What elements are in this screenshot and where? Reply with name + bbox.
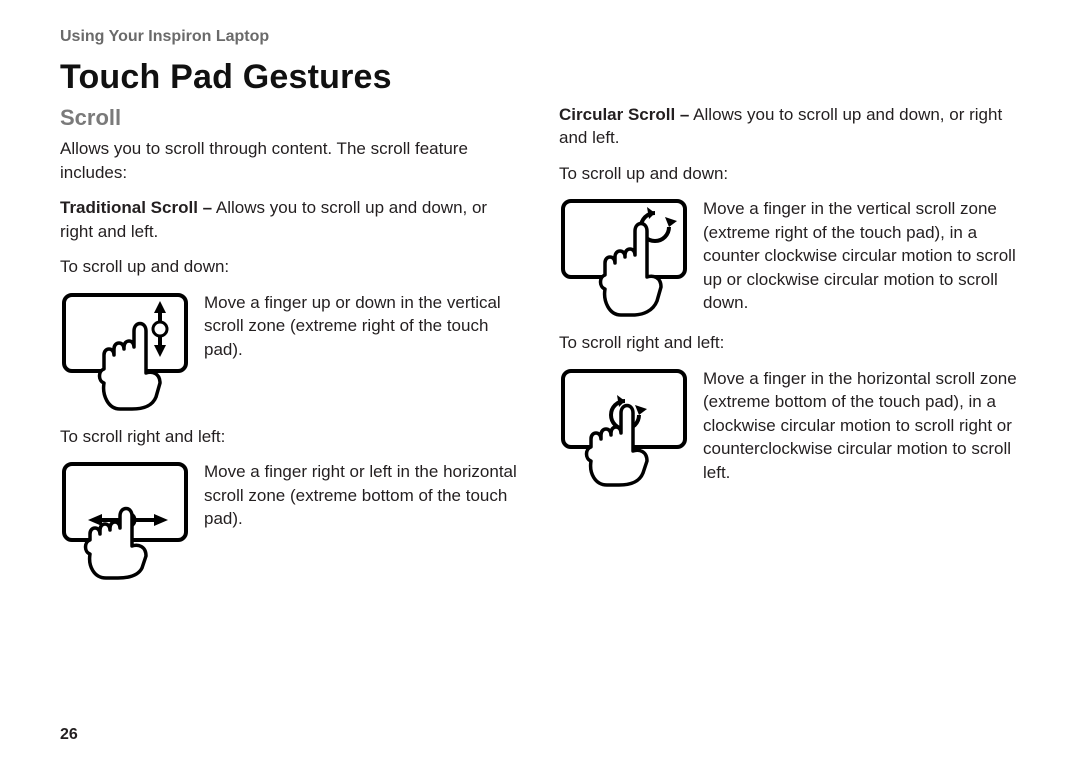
- circular-scroll-para: Circular Scroll – Allows you to scroll u…: [559, 103, 1020, 150]
- scroll-subheading: Scroll: [60, 103, 521, 133]
- trad-rightleft-body: Move a finger right or left in the horiz…: [204, 460, 521, 530]
- trad-updown-head: To scroll up and down:: [60, 255, 521, 278]
- circ-rightleft-body: Move a finger in the horizontal scroll z…: [703, 367, 1020, 484]
- traditional-scroll-para: Traditional Scroll – Allows you to scrol…: [60, 196, 521, 243]
- circular-scroll-label: Circular Scroll –: [559, 105, 689, 124]
- content-columns: Scroll Allows you to scroll through cont…: [60, 103, 1020, 594]
- right-column: Circular Scroll – Allows you to scroll u…: [559, 103, 1020, 594]
- circ-updown-head: To scroll up and down:: [559, 162, 1020, 185]
- trad-updown-body: Move a finger up or down in the vertical…: [204, 291, 521, 361]
- scroll-intro: Allows you to scroll through content. Th…: [60, 137, 521, 184]
- touchpad-horizontal-scroll-icon: [60, 460, 190, 580]
- circ-updown-block: Move a finger in the vertical scroll zon…: [559, 197, 1020, 317]
- trad-rightleft-block: Move a finger right or left in the horiz…: [60, 460, 521, 580]
- page-number: 26: [60, 726, 78, 744]
- touchpad-vertical-scroll-icon: [60, 291, 190, 411]
- manual-page: Using Your Inspiron Laptop Touch Pad Ges…: [0, 0, 1080, 766]
- touchpad-circular-vertical-icon: [559, 197, 689, 317]
- circ-rightleft-head: To scroll right and left:: [559, 331, 1020, 354]
- circ-rightleft-block: Move a finger in the horizontal scroll z…: [559, 367, 1020, 487]
- running-header: Using Your Inspiron Laptop: [60, 28, 1020, 46]
- circ-updown-body: Move a finger in the vertical scroll zon…: [703, 197, 1020, 314]
- traditional-scroll-label: Traditional Scroll –: [60, 198, 212, 217]
- left-column: Scroll Allows you to scroll through cont…: [60, 103, 521, 594]
- trad-rightleft-head: To scroll right and left:: [60, 425, 521, 448]
- touchpad-circular-horizontal-icon: [559, 367, 689, 487]
- trad-updown-block: Move a finger up or down in the vertical…: [60, 291, 521, 411]
- page-title: Touch Pad Gestures: [60, 58, 1020, 97]
